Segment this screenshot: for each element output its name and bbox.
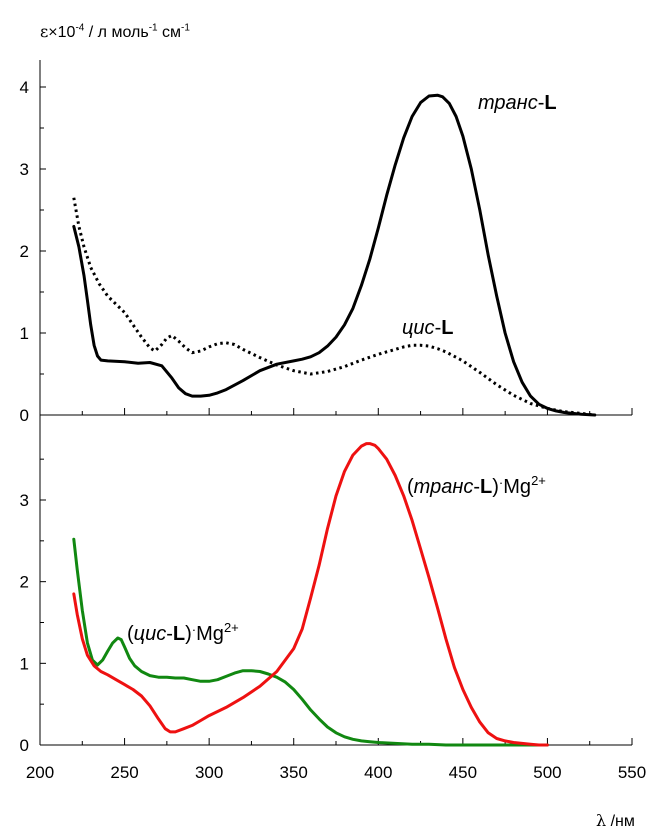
series-label-cis-L: цис-L: [402, 317, 453, 339]
x-tick-label: 200: [26, 763, 54, 782]
x-tick-label: 300: [195, 763, 223, 782]
series-line-cis-L: [74, 198, 595, 415]
x-tick-label: 400: [364, 763, 392, 782]
y-tick-label-bottom: 3: [20, 491, 29, 510]
y-tick-label-top: 2: [20, 242, 29, 261]
series-label-trans-L-Mg: (транс-L)·Mg2+: [407, 473, 546, 498]
y-tick-label-bottom: 1: [20, 654, 29, 673]
x-tick-label: 350: [280, 763, 308, 782]
x-tick-label: 550: [618, 763, 646, 782]
x-tick-label: 450: [449, 763, 477, 782]
series-label-cis-L-Mg: (цис-L)·Mg2+: [127, 620, 239, 645]
x-tick-label: 500: [533, 763, 561, 782]
y-tick-label-bottom: 0: [20, 736, 29, 755]
x-tick-label: 250: [110, 763, 138, 782]
y-tick-label-bottom: 2: [20, 573, 29, 592]
y-tick-label-top: 1: [20, 324, 29, 343]
series-label-trans-L: транс-L: [478, 92, 557, 114]
y-tick-label-top: 0: [20, 406, 29, 425]
y-tick-label-top: 4: [20, 78, 29, 97]
y-tick-label-top: 3: [20, 160, 29, 179]
series-line-trans-L: [74, 95, 595, 415]
